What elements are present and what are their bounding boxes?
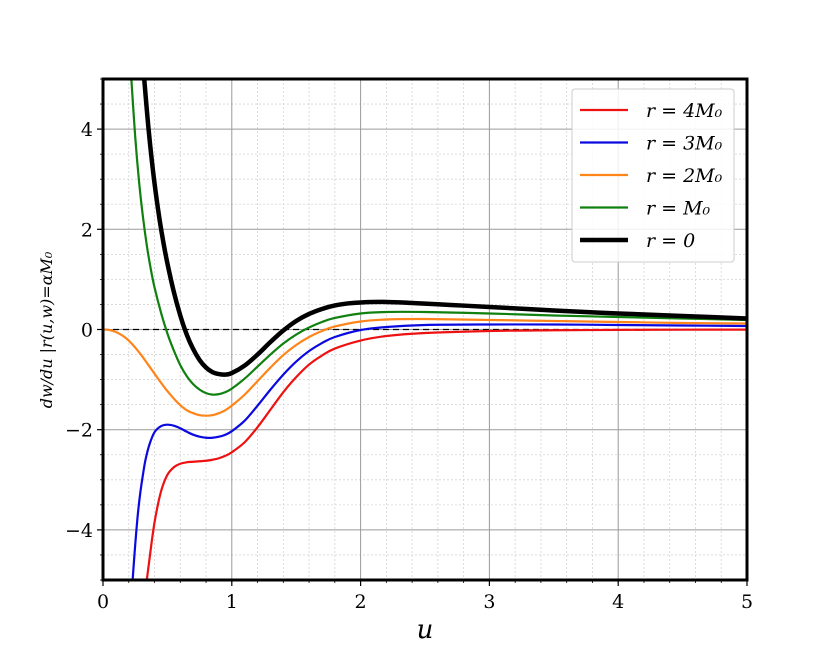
x-tick-label: 5 bbox=[741, 591, 753, 613]
series-line-2 bbox=[103, 317, 747, 417]
x-axis-label: u bbox=[417, 615, 434, 645]
x-tick-label: 2 bbox=[355, 591, 367, 613]
y-tick-label: −4 bbox=[65, 520, 93, 542]
series-line-4 bbox=[141, 79, 747, 377]
y-tick-label: 4 bbox=[81, 119, 93, 141]
plot-frame bbox=[101, 77, 749, 582]
y-tick-labels: −4 −2 0 2 4 bbox=[65, 119, 93, 542]
y-tick-label: 2 bbox=[81, 219, 93, 241]
legend-label-4: r = 0 bbox=[646, 230, 695, 252]
series-line-0 bbox=[145, 328, 747, 580]
y-tick-label: 0 bbox=[81, 320, 93, 342]
series-line-3 bbox=[130, 79, 747, 396]
legend-label-2: r = 2M₀ bbox=[646, 165, 723, 187]
series-lines bbox=[103, 79, 747, 580]
legend-label-3: r = M₀ bbox=[646, 198, 711, 220]
legend-label-0: r = 4M₀ bbox=[646, 100, 723, 122]
series-line-1 bbox=[131, 323, 747, 580]
x-tick-labels: 0 1 2 3 4 5 bbox=[97, 591, 753, 613]
x-tick-label: 1 bbox=[226, 591, 238, 613]
y-tick-label: −2 bbox=[65, 420, 93, 442]
y-axis-label: dw/du |r(u,w)=αM₀ bbox=[37, 251, 56, 408]
legend: r = 4M₀ r = 3M₀ r = 2M₀ r = M₀ r = 0 bbox=[571, 88, 735, 263]
x-tick-label: 0 bbox=[97, 591, 109, 613]
x-tick-label: 4 bbox=[612, 591, 624, 613]
x-tick-label: 3 bbox=[483, 591, 495, 613]
legend-box bbox=[571, 88, 735, 263]
legend-label-1: r = 3M₀ bbox=[646, 133, 723, 155]
